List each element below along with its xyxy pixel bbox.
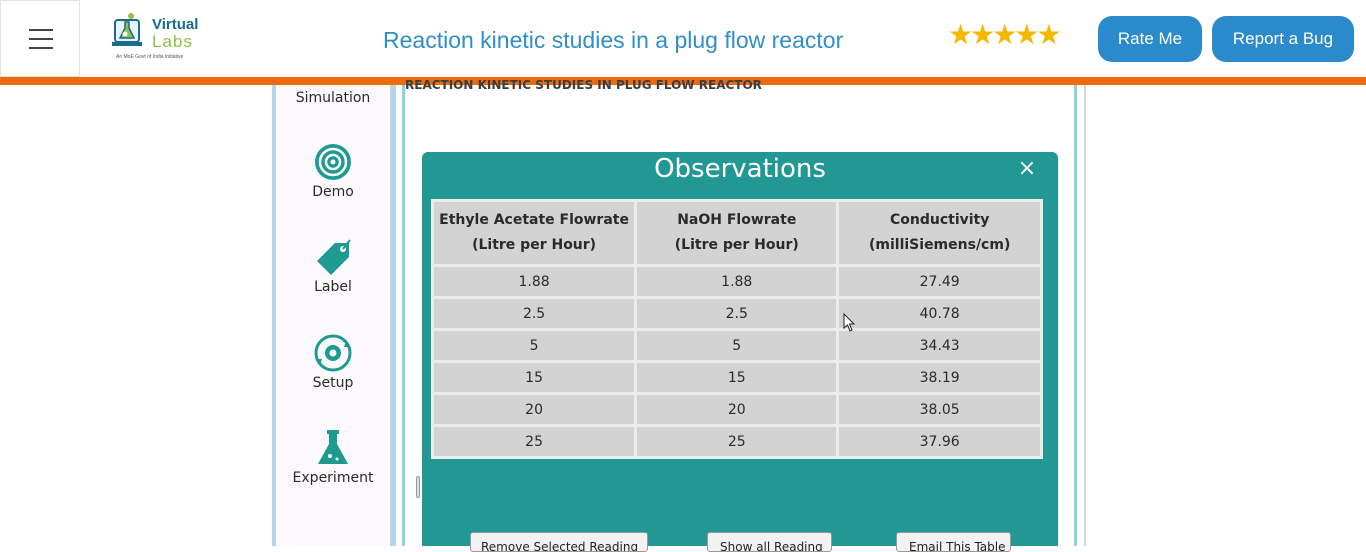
column-header-naoh: NaOH Flowrate (Litre per Hour) (637, 202, 837, 264)
menu-line (29, 38, 53, 40)
sidebar-item-label: Setup (312, 375, 354, 391)
top-header: Virtual Labs An MoE Govt of India Initia… (0, 0, 1366, 77)
menu-line (29, 47, 53, 49)
table-row[interactable]: 5 5 34.43 (434, 331, 1040, 360)
sidebar-item-setup[interactable]: Setup (276, 333, 390, 391)
table-cell: 34.43 (839, 331, 1040, 360)
drag-handle[interactable] (416, 476, 420, 498)
table-cell: 5 (637, 331, 837, 360)
page-title: Reaction kinetic studies in a plug flow … (383, 27, 844, 53)
sidebar-item-label-tool[interactable]: Label (276, 237, 390, 295)
rating-stars: ★★★★★ (948, 19, 1062, 50)
simulation-heading: REACTION KINETIC STUDIES IN PLUG FLOW RE… (405, 78, 762, 92)
column-header-conductivity: Conductivity (milliSiemens/cm) (839, 202, 1040, 264)
header-line: Ethyle Acetate Flowrate (439, 212, 629, 228)
sidebar-item-demo[interactable]: Demo (276, 142, 390, 200)
table-cell: 15 (434, 363, 635, 392)
table-cell: 2.5 (637, 299, 837, 328)
table-cell: 5 (434, 331, 635, 360)
button-label: Email This Table (909, 540, 1006, 552)
observations-modal: Observations × Ethyle Acetate Flowrate (… (422, 152, 1058, 552)
hamburger-menu-button[interactable] (0, 0, 80, 77)
header-line: Conductivity (889, 212, 990, 228)
remove-selected-reading-button[interactable]: Remove Selected Reading (470, 532, 648, 552)
target-icon (315, 144, 351, 180)
table-cell: 38.05 (839, 395, 1040, 424)
table-cell: 25 (637, 427, 837, 456)
observations-table: Ethyle Acetate Flowrate (Litre per Hour)… (431, 199, 1043, 459)
virtual-labs-logo[interactable]: Virtual Labs An MoE Govt of India Initia… (110, 10, 202, 66)
logo-text-labs: Labs (152, 32, 193, 51)
sidebar-item-label: Experiment (292, 470, 374, 486)
sidebar-item-label: Label (314, 279, 352, 295)
report-bug-button[interactable]: Report a Bug (1212, 16, 1354, 62)
sidebar: Simulation Demo Label Setup (272, 85, 396, 546)
table-cell: 15 (637, 363, 837, 392)
sidebar-item-label: Simulation (295, 90, 371, 106)
table-cell: 38.19 (839, 363, 1040, 392)
flask-icon (318, 430, 348, 464)
table-row[interactable]: 25 25 37.96 (434, 427, 1040, 456)
header-unit: (Litre per Hour) (472, 237, 597, 253)
table-row[interactable]: 20 20 38.05 (434, 395, 1040, 424)
button-label: Show all Reading (720, 540, 823, 552)
menu-line (29, 29, 53, 31)
header-accent-bar (0, 77, 1366, 85)
table-cell: 1.88 (637, 267, 837, 296)
table-row[interactable]: 1.88 1.88 27.49 (434, 267, 1040, 296)
table-cell: 1.88 (434, 267, 635, 296)
gear-cycle-icon (314, 334, 352, 372)
flask-logo-icon (112, 13, 142, 46)
header-unit: (milliSiemens/cm) (869, 237, 1011, 253)
email-table-button[interactable]: Email This Table (896, 532, 1011, 552)
sidebar-item-experiment[interactable]: Experiment (276, 428, 390, 486)
show-all-reading-button[interactable]: Show all Reading (707, 532, 832, 552)
table-header-row: Ethyle Acetate Flowrate (Litre per Hour)… (434, 202, 1040, 264)
table-row[interactable]: 15 15 38.19 (434, 363, 1040, 392)
table-cell: 2.5 (434, 299, 635, 328)
button-label: Remove Selected Reading (481, 540, 639, 552)
table-cell: 40.78 (839, 299, 1040, 328)
sidebar-item-simulation[interactable]: Simulation (276, 90, 390, 106)
logo-text-virtual: Virtual (152, 16, 199, 33)
frame-scroll-edge (1074, 85, 1086, 546)
table-cell: 25 (434, 427, 635, 456)
header-line: NaOH Flowrate (677, 212, 797, 228)
logo-tagline: An MoE Govt of India Initiative (116, 54, 184, 60)
modal-title: Observations (654, 154, 826, 184)
tag-icon (317, 239, 351, 275)
table-cell: 20 (637, 395, 837, 424)
column-header-ethyl-acetate: Ethyle Acetate Flowrate (Litre per Hour) (434, 202, 635, 264)
close-icon[interactable]: × (1017, 156, 1037, 181)
rate-me-button[interactable]: Rate Me (1098, 16, 1202, 62)
mouse-pointer-icon (843, 313, 856, 332)
table-cell: 20 (434, 395, 635, 424)
table-cell: 27.49 (839, 267, 1040, 296)
table-cell: 37.96 (839, 427, 1040, 456)
sidebar-item-label: Demo (312, 184, 354, 200)
header-unit: (Litre per Hour) (674, 237, 799, 253)
table-row[interactable]: 2.5 2.5 40.78 (434, 299, 1040, 328)
